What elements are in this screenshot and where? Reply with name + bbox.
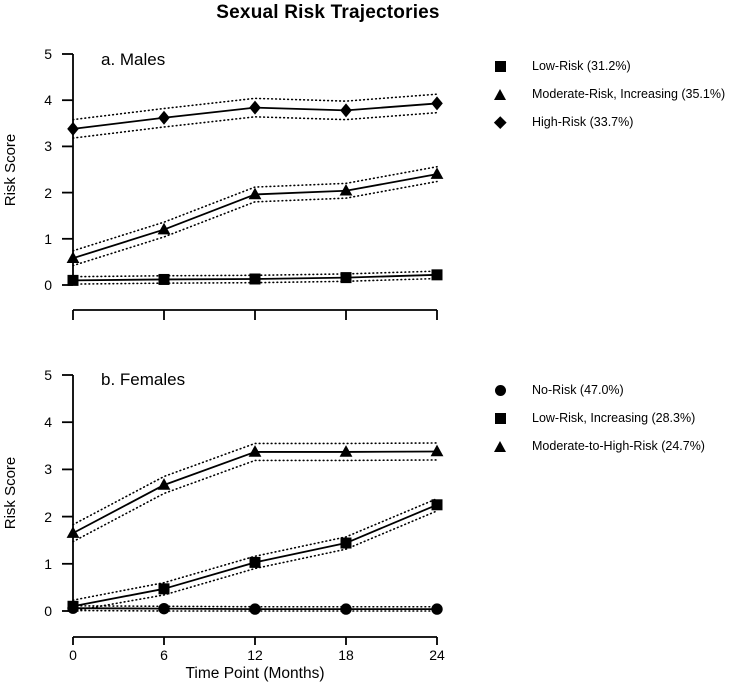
y-tick-label: 2 bbox=[44, 508, 52, 525]
triangle-series-ci-upper bbox=[72, 442, 438, 526]
figure-title: Sexual Risk Trajectories bbox=[216, 2, 440, 23]
legend-marker-cell bbox=[492, 88, 508, 100]
circle-marker bbox=[158, 602, 170, 615]
legend-item-low-risk-increasing: Low-Risk, Increasing (28.3%) bbox=[492, 404, 705, 432]
y-tick-label: 1 bbox=[44, 555, 52, 572]
legend-item-low-risk: Low-Risk (31.2%) bbox=[492, 52, 725, 80]
square-icon bbox=[494, 60, 506, 72]
y-tick-label: 3 bbox=[44, 138, 52, 155]
legend-item-no-risk: No-Risk (47.0%) bbox=[492, 376, 705, 404]
y-tick-label: 0 bbox=[44, 603, 52, 619]
square-marker bbox=[431, 499, 443, 511]
females-trajectory-chart bbox=[62, 374, 444, 645]
triangle-marker bbox=[339, 445, 353, 457]
y-tick-label: 3 bbox=[44, 461, 52, 478]
legend-marker-cell bbox=[492, 384, 508, 396]
square-marker bbox=[158, 583, 170, 595]
panel-a-title: a. Males bbox=[101, 50, 166, 69]
triangle-marker bbox=[157, 222, 171, 235]
circle-icon bbox=[494, 384, 506, 396]
legend-marker-cell bbox=[492, 412, 508, 424]
square-marker bbox=[249, 556, 261, 568]
diamond-marker bbox=[249, 100, 261, 115]
diamond-marker bbox=[67, 121, 79, 136]
triangle-icon bbox=[494, 440, 506, 452]
triangle-series-ci-upper bbox=[72, 165, 438, 252]
legend-label: No-Risk (47.0%) bbox=[532, 383, 624, 397]
y-tick-label: 4 bbox=[44, 92, 52, 109]
diamond-marker bbox=[158, 110, 170, 125]
y-tick-label: 4 bbox=[44, 414, 52, 431]
square-marker bbox=[67, 274, 79, 286]
square-marker bbox=[249, 273, 261, 285]
circle-marker bbox=[431, 603, 443, 615]
triangle-series-ci-lower bbox=[72, 180, 438, 267]
legend-label: Moderate-Risk, Increasing (35.1%) bbox=[532, 87, 726, 101]
triangle-marker bbox=[248, 445, 262, 457]
x-axis-label: Time Point (Months) bbox=[185, 665, 325, 682]
triangle-marker bbox=[248, 187, 262, 200]
x-tick-label: 12 bbox=[247, 647, 263, 663]
circle-marker bbox=[249, 603, 261, 615]
square-marker bbox=[67, 600, 79, 612]
y-tick-label: 5 bbox=[44, 46, 52, 62]
square-series-line bbox=[72, 503, 438, 608]
legend-item-moderate-to-high-risk: Moderate-to-High-Risk (24.7%) bbox=[492, 432, 705, 460]
square-marker bbox=[158, 273, 170, 285]
legend-females: No-Risk (47.0%) Low-Risk, Increasing (28… bbox=[492, 376, 705, 460]
triangle-icon bbox=[494, 88, 506, 100]
y-tick-label: 2 bbox=[44, 184, 52, 201]
legend-label: High-Risk (33.7%) bbox=[532, 115, 634, 129]
square-series-ci-lower bbox=[72, 510, 438, 612]
males-trajectory-chart bbox=[62, 53, 444, 320]
x-tick-label: 24 bbox=[429, 647, 445, 663]
legend-label: Low-Risk (31.2%) bbox=[532, 59, 631, 73]
triangle-marker bbox=[430, 444, 444, 457]
square-marker bbox=[431, 269, 443, 281]
diamond-marker bbox=[340, 103, 352, 118]
panel-b-title: b. Females bbox=[101, 370, 186, 389]
x-tick-label: 18 bbox=[338, 647, 354, 663]
square-icon bbox=[494, 412, 506, 424]
legend-label: Low-Risk, Increasing (28.3%) bbox=[532, 411, 696, 425]
circle-marker bbox=[340, 603, 352, 615]
y-tick-label: 5 bbox=[44, 367, 52, 383]
legend-marker-cell bbox=[492, 115, 508, 129]
square-series-ci-lower bbox=[72, 277, 438, 285]
legend-item-moderate-risk-increasing: Moderate-Risk, Increasing (35.1%) bbox=[492, 80, 725, 108]
triangle-series-ci-lower bbox=[72, 459, 438, 543]
square-series-ci-upper bbox=[72, 497, 438, 601]
diamond-series-ci-lower bbox=[72, 111, 438, 139]
triangle-marker bbox=[339, 183, 353, 196]
square-marker bbox=[340, 272, 352, 284]
triangle-marker bbox=[66, 526, 80, 538]
diamond-icon bbox=[493, 115, 507, 129]
legend-label: Moderate-to-High-Risk (24.7%) bbox=[532, 439, 705, 453]
triangle-marker bbox=[157, 478, 171, 490]
square-series-ci-upper bbox=[72, 270, 438, 278]
x-tick-label: 6 bbox=[160, 647, 168, 663]
legend-marker-cell bbox=[492, 440, 508, 452]
legend-males: Low-Risk (31.2%) Moderate-Risk, Increasi… bbox=[492, 52, 725, 136]
y-tick-label: 1 bbox=[44, 230, 52, 247]
diamond-series-ci-upper bbox=[72, 93, 438, 121]
legend-item-high-risk: High-Risk (33.7%) bbox=[492, 108, 725, 136]
triangle-marker bbox=[66, 251, 80, 264]
circle-series-ci-upper bbox=[72, 605, 438, 608]
square-marker bbox=[340, 537, 352, 549]
x-tick-label: 0 bbox=[69, 647, 77, 663]
y-tick-label: 0 bbox=[44, 277, 52, 293]
triangle-marker bbox=[430, 167, 444, 179]
legend-marker-cell bbox=[492, 60, 508, 72]
diamond-marker bbox=[431, 96, 443, 111]
